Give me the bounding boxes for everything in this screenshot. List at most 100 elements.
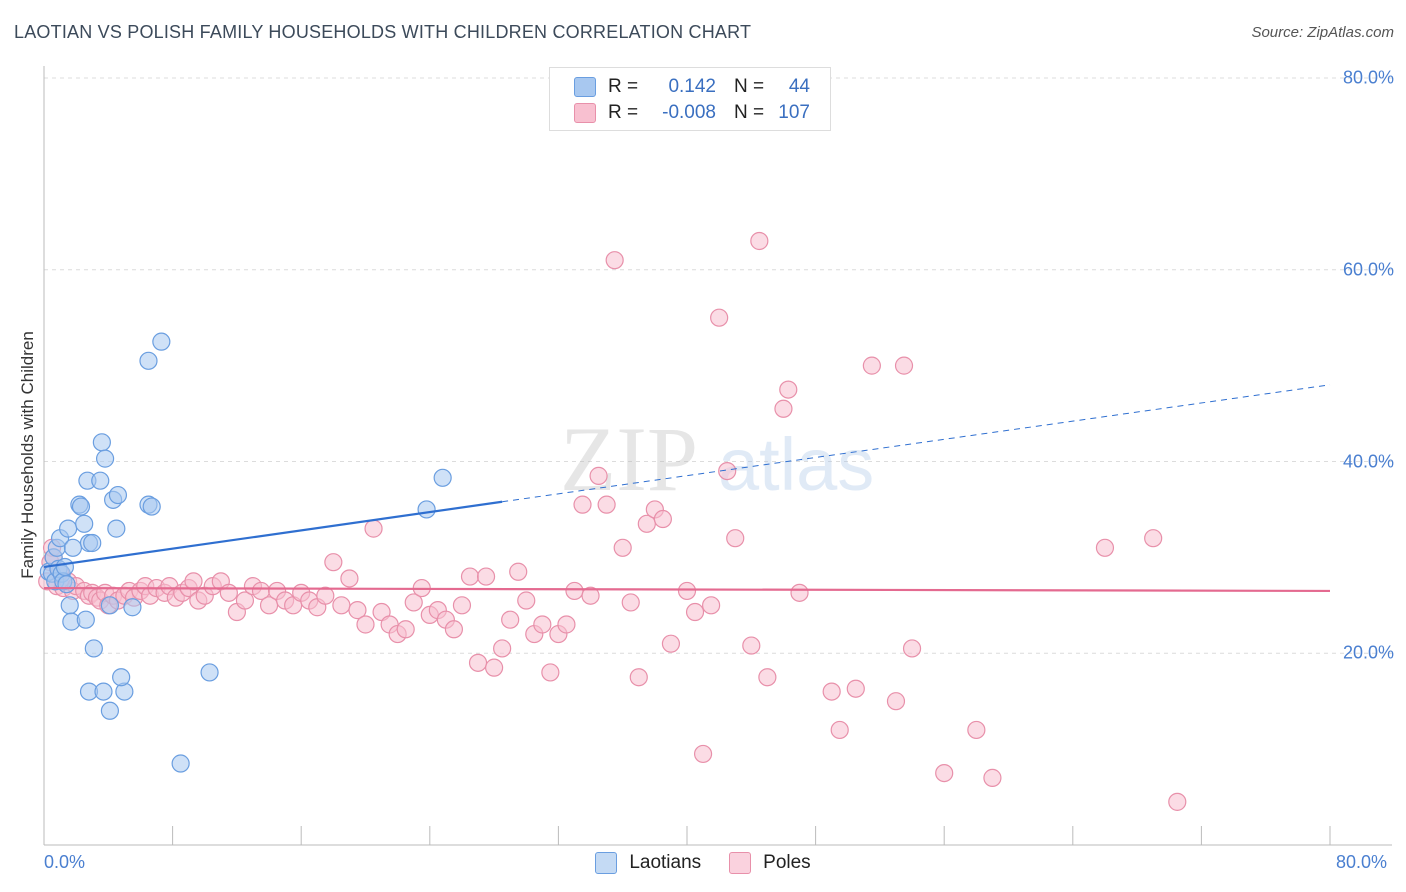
laotians-series <box>39 332 452 773</box>
poles-point <box>779 380 798 399</box>
poles-point <box>597 495 616 514</box>
poles-point <box>557 615 576 634</box>
poles-point <box>1095 538 1115 557</box>
poles-point <box>629 668 648 687</box>
laotians-point <box>91 471 110 490</box>
laotians-point <box>417 500 436 519</box>
x-tick-label-max: 80.0% <box>1336 852 1388 872</box>
source-label: Source: ZipAtlas.com <box>1251 24 1394 41</box>
poles-point <box>718 461 737 481</box>
watermark: ZIP atlas <box>560 408 874 510</box>
watermark-zip: ZIP <box>560 408 698 510</box>
legend-r-label: R = <box>608 102 639 123</box>
poles-trend-line <box>43 586 1331 593</box>
laotians-point <box>433 468 452 487</box>
poles-point <box>822 682 841 701</box>
poles-legend-label: Poles <box>763 852 811 873</box>
poles-point <box>541 663 560 682</box>
laotians-point <box>71 497 91 516</box>
laotians-point <box>108 485 128 505</box>
laotians-point <box>100 701 120 720</box>
legend-r-label: R = <box>608 76 639 97</box>
legend-n-label: N = <box>734 76 765 97</box>
poles-point <box>485 658 504 677</box>
legend: R = 0.142 N = 44 R = -0.008 N = 107 <box>549 67 831 131</box>
poles-point <box>726 529 745 548</box>
laotians-point <box>112 668 131 687</box>
poles-point <box>685 602 705 622</box>
bottom-legend-laotians: Laotians <box>595 852 701 874</box>
poles-point <box>501 610 520 629</box>
poles-point <box>621 593 640 612</box>
poles-point <box>677 581 697 601</box>
poles-point <box>184 572 203 591</box>
poles-point <box>348 601 367 620</box>
poles-point <box>790 583 809 602</box>
poles-point <box>340 569 359 588</box>
poles-point <box>758 668 777 687</box>
poles-point <box>830 720 849 740</box>
poles-point <box>468 653 488 672</box>
y-tick-label: 40.0% <box>1342 451 1394 471</box>
gridlines <box>44 77 1392 654</box>
laotians-trend-line <box>43 500 503 569</box>
y-tick-label: 80.0% <box>1342 67 1394 88</box>
laotians-point <box>107 519 126 538</box>
poles-point <box>605 251 624 270</box>
y-tick-label: 20.0% <box>1342 642 1394 663</box>
poles-point <box>581 586 600 605</box>
laotians-point <box>200 663 219 682</box>
poles-point <box>235 591 255 610</box>
poles-swatch <box>574 103 596 123</box>
poles-point <box>356 615 375 634</box>
poles-point <box>1168 792 1187 811</box>
laotians-point <box>75 514 94 533</box>
poles-series <box>38 231 1187 811</box>
laotians-point <box>57 575 76 594</box>
poles-point <box>894 356 914 375</box>
poles-point <box>902 639 922 658</box>
laotians-point <box>95 449 115 468</box>
laotians-point <box>60 596 79 615</box>
poles-point <box>653 509 672 529</box>
laotians-point <box>152 332 171 351</box>
laotians-point <box>142 497 161 516</box>
axes <box>43 66 1392 846</box>
poles-point <box>862 356 881 375</box>
chart-title: LAOTIAN VS POLISH FAMILY HOUSEHOLDS WITH… <box>14 22 752 42</box>
poles-point <box>533 615 552 634</box>
x-tick-label-min: 0.0% <box>44 852 86 872</box>
poles-point <box>693 744 713 764</box>
poles-point <box>750 231 769 251</box>
legend-n-value: 44 <box>788 76 810 97</box>
poles-point <box>396 620 415 639</box>
laotians-point <box>76 610 95 629</box>
poles-point <box>509 562 528 581</box>
legend-r-value: -0.008 <box>662 102 716 123</box>
laotians-trend-extension <box>502 384 1331 503</box>
poles-point <box>613 538 632 557</box>
poles-point <box>316 586 335 605</box>
poles-point <box>742 636 761 655</box>
poles-point <box>476 567 496 586</box>
poles-point <box>332 596 351 615</box>
legend-row-laotians: R = 0.142 N = 44 <box>574 75 810 99</box>
legend-n-value: 107 <box>778 102 810 123</box>
poles-point <box>364 519 383 538</box>
poles-point <box>517 591 536 610</box>
poles-point <box>702 596 721 615</box>
laotians-legend-label: Laotians <box>629 852 702 873</box>
laotians-point <box>100 596 120 615</box>
poles-point <box>983 768 1002 787</box>
legend-n-label: N = <box>734 102 765 123</box>
laotians-point <box>59 519 78 538</box>
poles-point <box>1144 529 1163 548</box>
bottom-legend-poles: Poles <box>729 852 811 874</box>
laotians-point <box>171 754 190 773</box>
poles-point <box>967 720 986 740</box>
bottom-legend: Laotians Poles <box>0 852 1406 874</box>
poles-point <box>573 495 592 514</box>
poles-point <box>661 634 681 653</box>
poles-point <box>565 581 584 601</box>
